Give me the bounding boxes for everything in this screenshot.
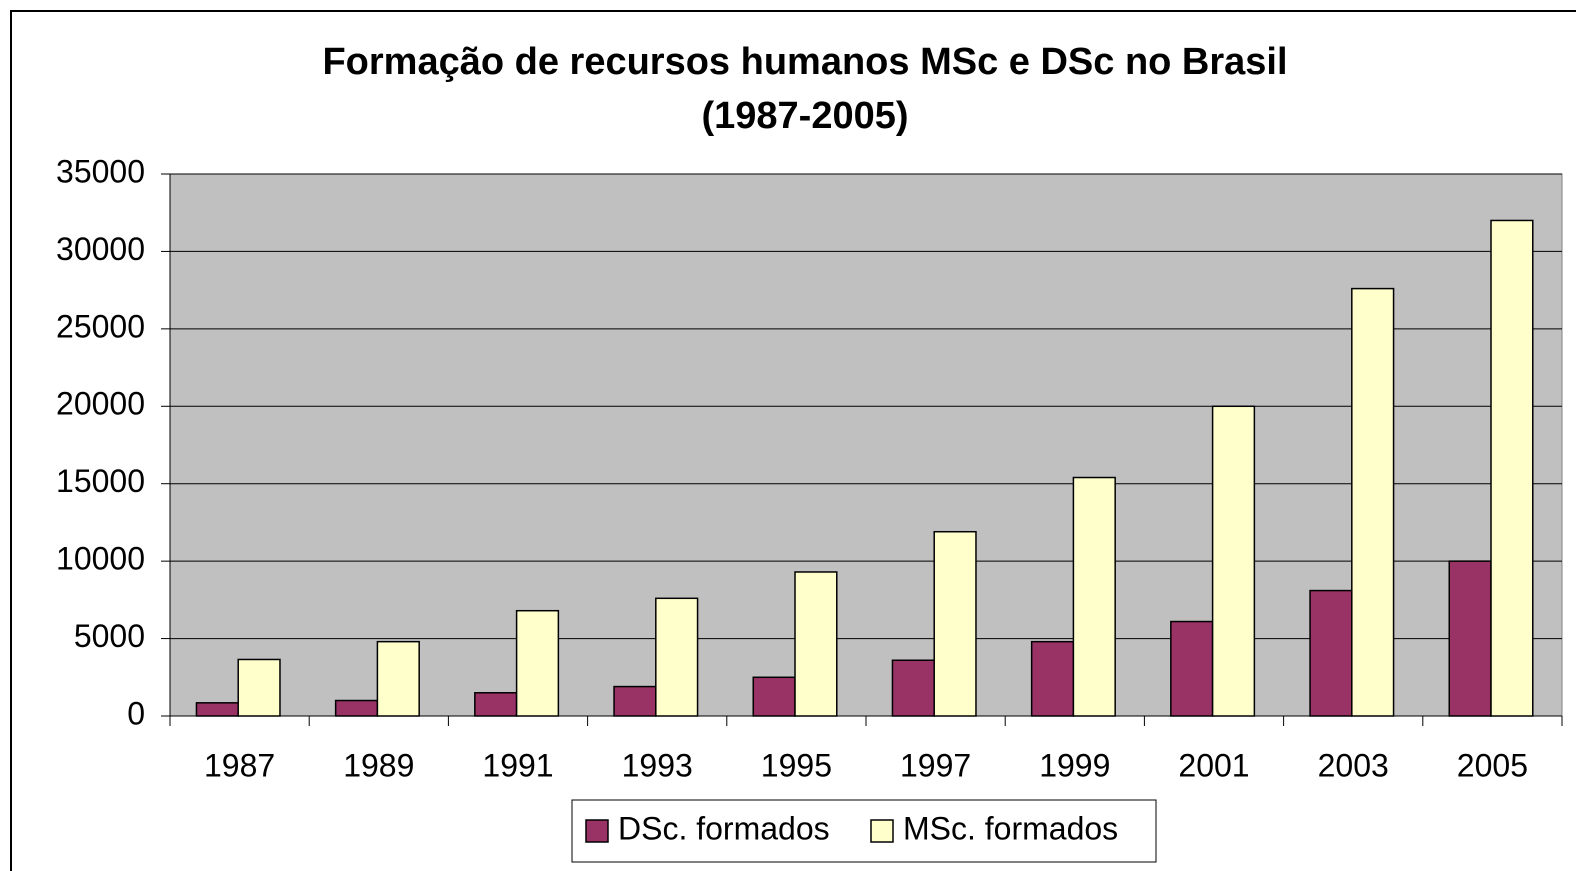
bar	[794, 571, 838, 717]
bar	[474, 692, 518, 717]
legend-swatch	[870, 819, 894, 843]
x-tick-label: 2003	[1318, 747, 1389, 783]
chart-title: (1987-2005)	[701, 95, 908, 137]
x-tick-label: 1993	[622, 747, 693, 783]
bar	[1170, 620, 1214, 717]
bar	[752, 676, 796, 717]
x-tick-label: 1991	[482, 747, 553, 783]
x-tick-label: 1987	[204, 747, 275, 783]
bar	[1211, 405, 1256, 717]
chart-title: Formação de recursos humanos MSc e DSc n…	[322, 41, 1287, 83]
x-tick-label: 1999	[1039, 747, 1110, 783]
bar	[1490, 219, 1534, 717]
bar	[1309, 589, 1353, 717]
bar	[613, 685, 657, 717]
bar	[195, 702, 239, 717]
x-tick-label: 2005	[1457, 747, 1528, 783]
x-tick-label: 1997	[900, 747, 971, 783]
bar	[655, 597, 699, 717]
legend-swatch	[585, 819, 609, 843]
bar	[891, 659, 935, 717]
y-tick-label: 10000	[56, 541, 145, 577]
bar	[334, 699, 379, 717]
bar	[376, 640, 420, 717]
bar	[515, 609, 560, 717]
y-tick-label: 35000	[56, 153, 145, 189]
legend-box	[571, 799, 1157, 863]
legend-label: DSc. formados	[618, 810, 830, 846]
bar	[1448, 560, 1492, 717]
bar	[1030, 640, 1075, 717]
x-tick-label: 1995	[761, 747, 832, 783]
y-tick-label: 15000	[56, 463, 145, 499]
y-tick-label: 0	[127, 695, 145, 731]
y-tick-label: 30000	[56, 231, 145, 267]
y-tick-label: 5000	[74, 618, 145, 654]
x-tick-label: 2001	[1178, 747, 1249, 783]
x-tick-label: 1989	[343, 747, 414, 783]
bar	[1351, 287, 1395, 717]
y-tick-label: 20000	[56, 386, 145, 422]
legend-label: MSc. formados	[903, 810, 1118, 846]
bar	[1072, 476, 1116, 717]
y-tick-label: 25000	[56, 308, 145, 344]
bar	[933, 530, 977, 717]
bar	[237, 658, 281, 717]
